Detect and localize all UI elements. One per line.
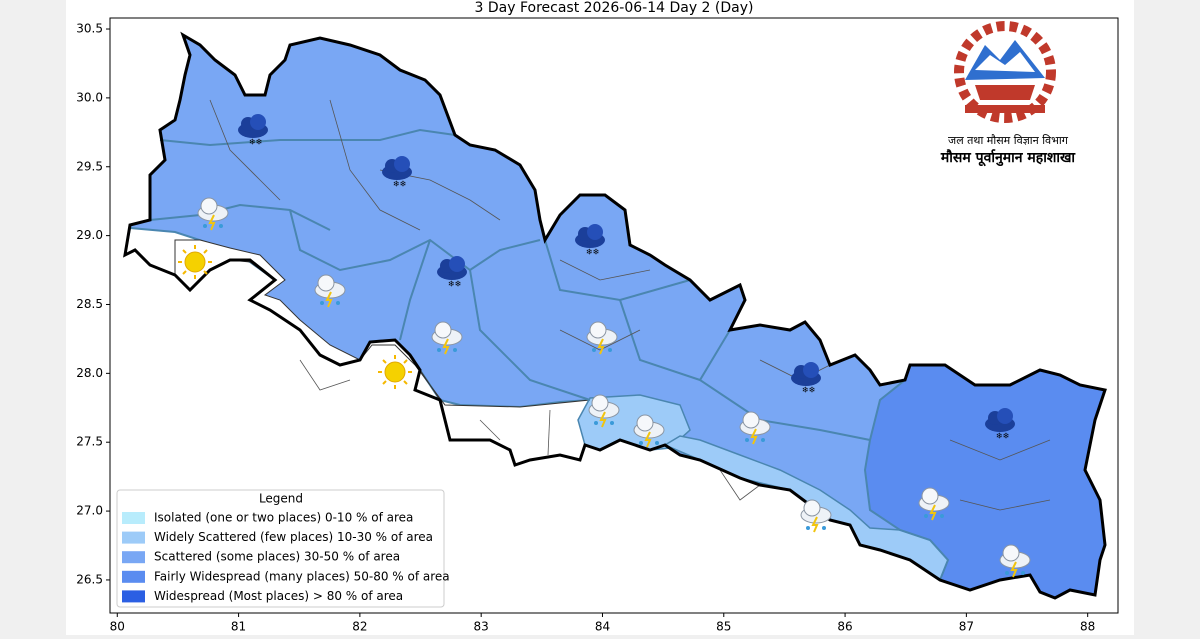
legend: Legend Isolated (one or two places) 0-10… [116,489,450,608]
x-tick-label: 87 [959,620,974,634]
legend-swatch [122,590,145,603]
emblem [954,21,1056,123]
legend-label: Widely Scattered (few places) 10-30 % of… [154,530,433,544]
division-name: मौसम पूर्वानुमान महाशाखा [940,149,1077,167]
y-tick-label: 29.0 [76,228,103,242]
legend-swatch [122,551,145,564]
x-tick-label: 85 [716,620,731,634]
legend-title: Legend [259,492,303,506]
x-tick-label: 83 [474,620,489,634]
x-tick-label: 84 [595,620,610,634]
y-tick-label: 27.5 [76,435,103,449]
y-tick-label: 28.5 [76,297,103,311]
y-tick-label: 30.0 [76,90,103,104]
legend-label: Fairly Widespread (many places) 50-80 % … [154,569,450,583]
legend-label: Isolated (one or two places) 0-10 % of a… [154,511,413,525]
x-tick-label: 81 [231,620,246,634]
legend-label: Scattered (some places) 30-50 % of area [154,550,400,564]
x-tick-label: 82 [352,620,367,634]
legend-swatch [122,512,145,524]
y-tick-label: 29.5 [76,159,103,173]
plot-frame [109,17,1119,614]
legend-label: Widespread (Most places) > 80 % of area [154,589,403,603]
y-tick-label: 27.0 [76,504,103,518]
legend-box [116,489,445,608]
y-tick-label: 30.5 [76,22,103,36]
zone-boundaries [149,128,871,441]
x-tick-label: 86 [837,620,852,634]
chart-title: 3 Day Forecast 2026-06-14 Day 2 (Day) [475,0,754,16]
y-tick-label: 26.5 [76,572,103,586]
x-tick-label: 80 [110,620,125,634]
nepal-map [123,31,1107,600]
x-tick-label: 88 [1080,620,1095,634]
legend-swatch [122,570,145,583]
department-name: जल तथा मौसम विज्ञान विभाग [948,134,1069,147]
legend-swatch [122,531,145,544]
y-tick-label: 28.0 [76,366,103,380]
country-outline [123,31,1107,600]
